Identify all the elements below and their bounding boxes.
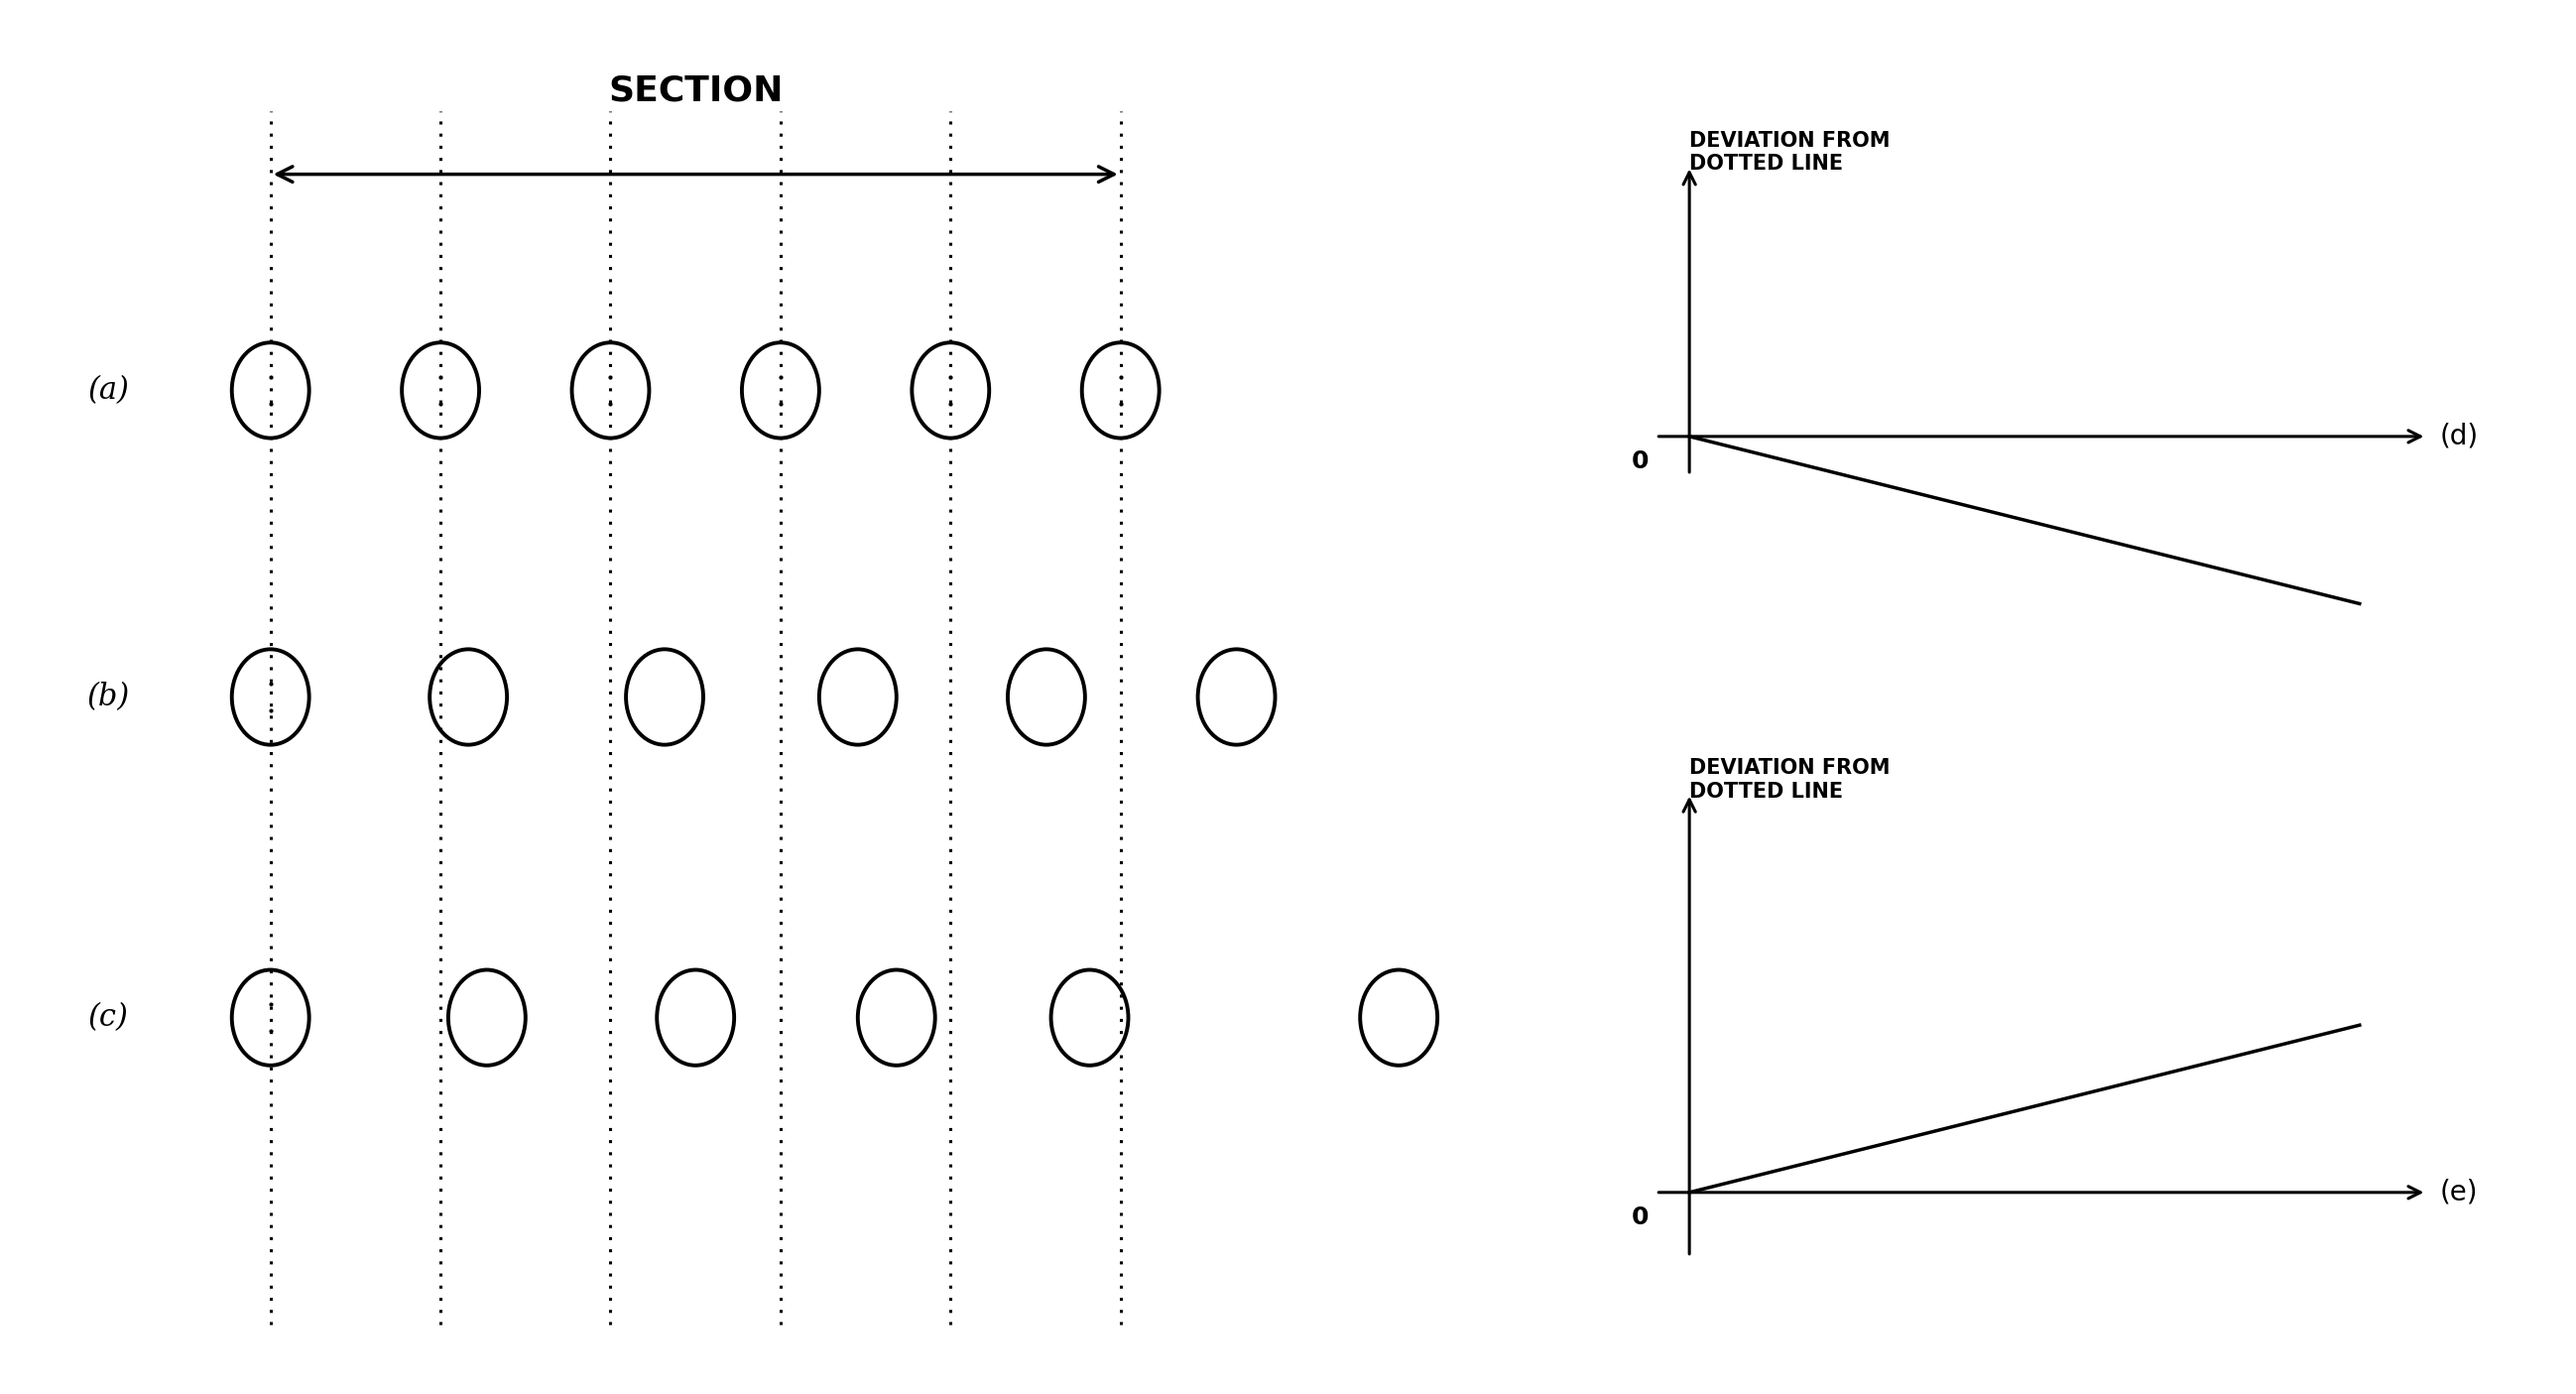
Text: 0: 0 <box>1631 449 1649 473</box>
Text: 0: 0 <box>1631 1206 1649 1230</box>
Text: (e): (e) <box>2439 1178 2478 1206</box>
Text: DEVIATION FROM
DOTTED LINE: DEVIATION FROM DOTTED LINE <box>1690 758 1891 802</box>
Text: (c): (c) <box>88 1002 129 1033</box>
Text: (a): (a) <box>88 375 129 406</box>
Text: (d): (d) <box>2439 422 2478 450</box>
Text: (b): (b) <box>88 682 129 712</box>
Text: DEVIATION FROM
DOTTED LINE: DEVIATION FROM DOTTED LINE <box>1690 131 1891 174</box>
Text: SECTION: SECTION <box>608 74 783 107</box>
